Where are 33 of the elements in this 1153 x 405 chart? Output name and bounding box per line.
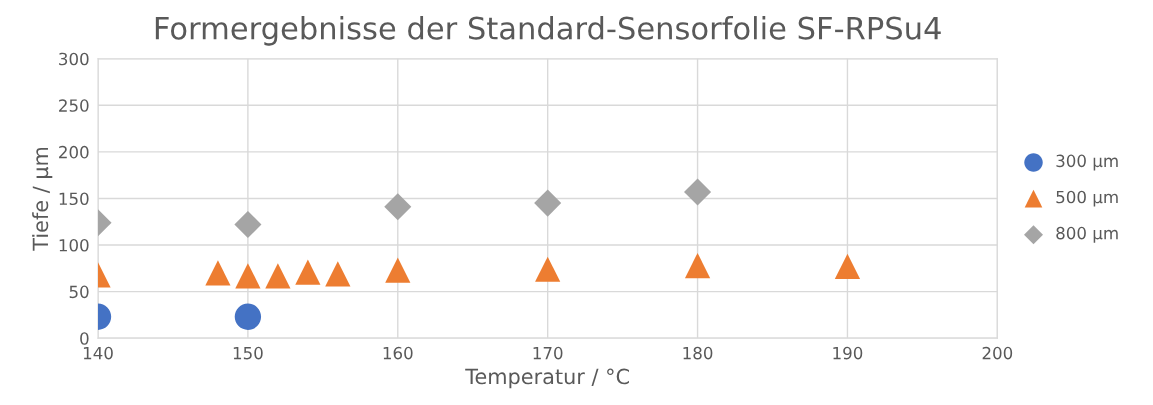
y-tick-label: 0	[80, 332, 89, 345]
chart-title: Formergebnisse der Standard-Sensorfolie SF-RPSu4	[155, 16, 941, 46]
y-tick-label: 200	[59, 145, 89, 159]
point	[385, 257, 411, 283]
x-tick-label: 200	[982, 346, 1013, 360]
x-tick-label: 140	[83, 346, 113, 360]
x-tick-label: 190	[833, 346, 863, 360]
x-tick-label: 150	[233, 346, 263, 360]
point	[265, 263, 291, 289]
point	[234, 210, 262, 239]
point	[684, 178, 712, 206]
point	[295, 259, 321, 285]
legend-label: 500 µm	[1056, 190, 1118, 207]
y-tick-label: 250	[59, 99, 89, 112]
point	[684, 252, 711, 279]
point	[834, 253, 861, 280]
point	[384, 193, 412, 221]
x-axis-title: Temperatur / °C	[465, 368, 629, 389]
point	[325, 261, 351, 287]
point	[534, 189, 562, 217]
y-axis-title: Tiefe / µm	[32, 147, 53, 251]
x-tick-label: 170	[533, 346, 563, 360]
y-tick-label: 100	[59, 238, 89, 252]
x-tick-label: 160	[383, 346, 413, 360]
y-tick-label: 50	[69, 285, 89, 299]
legend-label: 300 µm	[1056, 154, 1118, 171]
point	[535, 256, 561, 282]
point	[235, 263, 261, 289]
point	[205, 260, 231, 286]
x-tick-label: 180	[683, 346, 713, 360]
legend-label: 800 µm	[1056, 226, 1118, 243]
y-tick-label: 150	[59, 192, 89, 206]
y-tick-label: 300	[59, 52, 89, 66]
